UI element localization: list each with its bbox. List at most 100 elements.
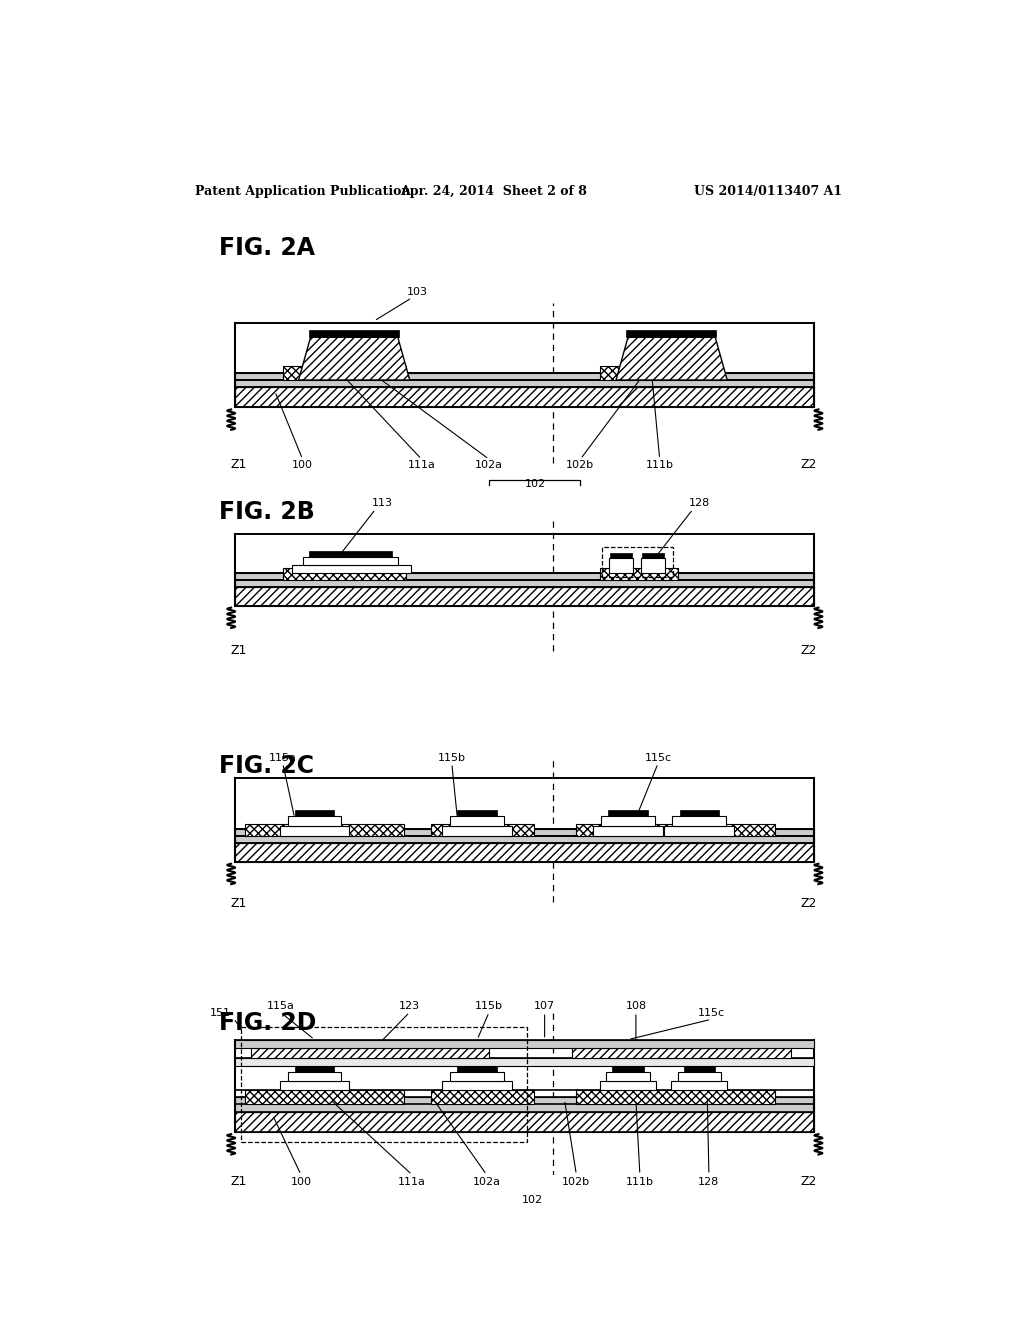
Text: 113: 113 [372, 498, 392, 508]
Text: 111a: 111a [398, 1177, 426, 1187]
Text: Patent Application Publication: Patent Application Publication [196, 185, 411, 198]
Text: 115a: 115a [269, 754, 297, 763]
Text: Z1: Z1 [231, 644, 247, 657]
Bar [280, 1081, 349, 1090]
Bar [295, 1067, 334, 1072]
Bar [600, 366, 723, 380]
Bar [236, 829, 814, 843]
Bar [451, 1072, 504, 1081]
Text: 100: 100 [291, 1177, 311, 1187]
Bar [680, 810, 719, 816]
Text: FIG. 2B: FIG. 2B [219, 500, 315, 524]
Bar [641, 558, 666, 573]
Text: Z2: Z2 [801, 1175, 817, 1188]
Text: 102b: 102b [562, 1177, 591, 1187]
Bar [600, 568, 678, 581]
Text: Z1: Z1 [231, 898, 247, 911]
Bar [612, 1067, 644, 1072]
Bar [577, 824, 775, 837]
Polygon shape [299, 338, 410, 380]
Bar [672, 1081, 727, 1090]
Bar [577, 1090, 775, 1104]
Bar [246, 1090, 404, 1104]
Bar [309, 330, 398, 338]
Text: 115b: 115b [438, 754, 466, 763]
Bar [292, 565, 412, 573]
Text: Z1: Z1 [231, 458, 247, 471]
Bar [684, 1067, 715, 1072]
Bar [665, 826, 734, 837]
Bar [431, 1090, 535, 1104]
Text: 111a: 111a [408, 461, 435, 470]
Bar [627, 330, 716, 338]
Text: 100: 100 [292, 461, 313, 470]
Bar [283, 568, 406, 581]
Bar [236, 843, 814, 862]
Bar [246, 824, 404, 837]
Text: Z1: Z1 [231, 1175, 247, 1188]
Text: 102: 102 [524, 479, 546, 488]
Bar [251, 1048, 489, 1057]
Bar [608, 810, 648, 816]
Bar [606, 1072, 649, 1081]
Text: 111b: 111b [646, 461, 674, 470]
Text: Z2: Z2 [801, 644, 817, 657]
Polygon shape [616, 338, 727, 380]
Text: US 2014/0113407 A1: US 2014/0113407 A1 [694, 185, 842, 198]
Bar [600, 1081, 656, 1090]
Text: 151: 151 [210, 1008, 231, 1018]
Text: 115c: 115c [644, 754, 672, 763]
Bar [236, 587, 814, 606]
Bar [673, 816, 726, 826]
Bar [288, 1072, 341, 1081]
Bar [283, 366, 406, 380]
Bar [678, 1072, 721, 1081]
Text: Z2: Z2 [801, 898, 817, 911]
Bar [593, 826, 663, 837]
Bar [572, 1048, 791, 1057]
Bar [458, 810, 497, 816]
Bar [601, 816, 655, 826]
Text: 102a: 102a [473, 1177, 501, 1187]
Text: 115a: 115a [266, 1001, 294, 1011]
Text: 102b: 102b [566, 461, 594, 470]
Bar [442, 826, 512, 837]
Text: 107: 107 [535, 1001, 555, 1011]
Text: 128: 128 [698, 1177, 720, 1187]
Text: Z2: Z2 [801, 458, 817, 471]
Text: 115b: 115b [475, 1001, 503, 1011]
Text: 103: 103 [408, 286, 428, 297]
Bar [642, 553, 665, 558]
Bar [236, 1040, 814, 1048]
Text: 128: 128 [689, 498, 710, 508]
Bar [236, 387, 814, 408]
Bar [236, 573, 814, 587]
Bar [236, 372, 814, 387]
Bar [288, 816, 341, 826]
Bar [442, 1081, 512, 1090]
Bar [309, 550, 392, 557]
Text: 111b: 111b [626, 1177, 654, 1187]
Text: 102: 102 [522, 1195, 544, 1205]
Text: FIG. 2D: FIG. 2D [219, 1011, 316, 1035]
Text: 115c: 115c [697, 1008, 725, 1018]
Text: FIG. 2C: FIG. 2C [219, 755, 314, 779]
Bar [295, 810, 334, 816]
Bar [609, 558, 633, 573]
Bar [303, 557, 397, 565]
Text: Apr. 24, 2014  Sheet 2 of 8: Apr. 24, 2014 Sheet 2 of 8 [399, 185, 587, 198]
Bar [431, 824, 535, 837]
Bar [236, 1097, 814, 1111]
Bar [236, 1111, 814, 1133]
Bar [602, 546, 673, 577]
Text: FIG. 2A: FIG. 2A [219, 236, 315, 260]
Bar [451, 816, 504, 826]
Bar [236, 1057, 814, 1067]
Text: 108: 108 [626, 1001, 646, 1011]
Text: 123: 123 [399, 1001, 420, 1011]
Bar [609, 553, 632, 558]
Bar [242, 1027, 527, 1142]
Bar [280, 826, 349, 837]
Bar [458, 1067, 497, 1072]
Text: 102a: 102a [475, 461, 503, 470]
